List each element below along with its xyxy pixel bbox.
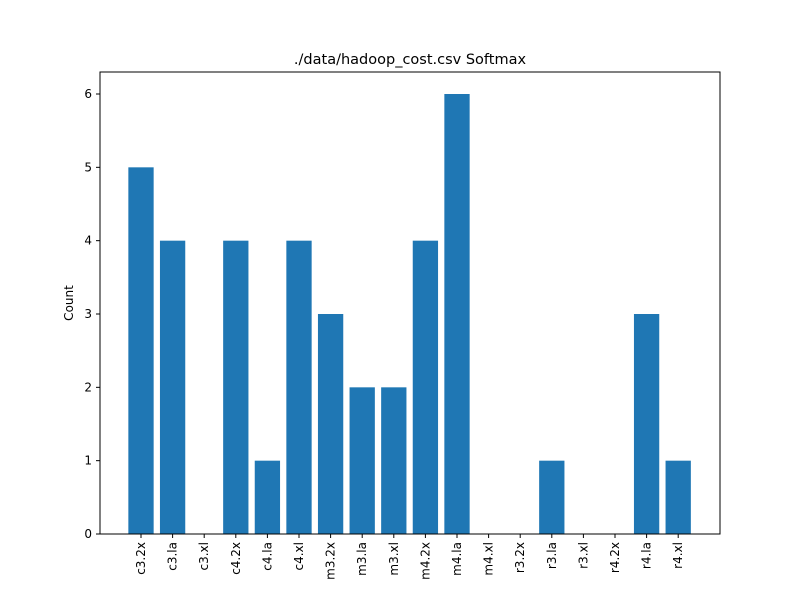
bar-m4.la: [444, 94, 470, 534]
x-tick-label: r3.la: [545, 542, 559, 569]
x-tick-label: c3.la: [166, 542, 180, 571]
bars-layer: [128, 94, 691, 535]
bar-c3.2x: [128, 167, 154, 534]
x-tick-label: r4.xl: [671, 542, 685, 569]
y-tick-label: 3: [84, 307, 92, 321]
x-tick-label: m3.la: [355, 542, 369, 576]
x-tick-label: m4.xl: [482, 542, 496, 576]
x-tick-label: c3.2x: [134, 542, 148, 575]
y-tick-label: 0: [84, 527, 92, 541]
x-tick-label: c3.xl: [197, 542, 211, 570]
bar-c3.la: [159, 240, 186, 535]
x-tick-label: r3.xl: [576, 542, 590, 569]
bar-r4.xl: [665, 460, 691, 534]
x-tick-label: c4.xl: [292, 542, 306, 570]
bar-m3.2x: [317, 314, 344, 534]
y-tick-label: 4: [84, 234, 92, 248]
x-tick-label: m4.la: [450, 542, 464, 576]
y-tick-label: 2: [84, 380, 92, 394]
x-tick-label: c4.la: [260, 542, 274, 571]
x-axis-ticks: c3.2x c3.la c3.xl c4.2x c4.la c4.xl m3.2x m3.la…: [134, 534, 685, 580]
x-tick-label: c4.2x: [229, 542, 243, 575]
plot-area-frame: [99, 71, 721, 535]
y-tick-label: 1: [84, 454, 92, 468]
y-tick-label: 6: [84, 87, 92, 101]
bar-c4.2x: [223, 240, 249, 535]
x-tick-label: r4.2x: [608, 542, 622, 573]
bar-c4.la: [254, 460, 281, 534]
bar-r4.la: [633, 314, 660, 534]
y-axis-ticks: 0 1 2 3 4 5 6: [84, 87, 100, 541]
chart-title: ./data/hadoop_cost.csv Softmax: [294, 52, 527, 68]
bar-m3.xl: [381, 387, 407, 534]
x-tick-label: r3.2x: [513, 542, 527, 573]
x-tick-label: m3.xl: [387, 542, 401, 576]
bar-m3.la: [349, 387, 375, 534]
x-tick-label: m3.2x: [324, 542, 338, 580]
x-tick-label: r4.la: [640, 542, 654, 569]
y-axis-title: Count: [62, 285, 76, 321]
x-tick-label: m4.2x: [418, 542, 432, 580]
bar-r3.la: [539, 460, 565, 534]
bar-c4.xl: [286, 240, 312, 535]
bar-m4.2x: [412, 240, 439, 535]
y-tick-label: 5: [84, 160, 92, 174]
